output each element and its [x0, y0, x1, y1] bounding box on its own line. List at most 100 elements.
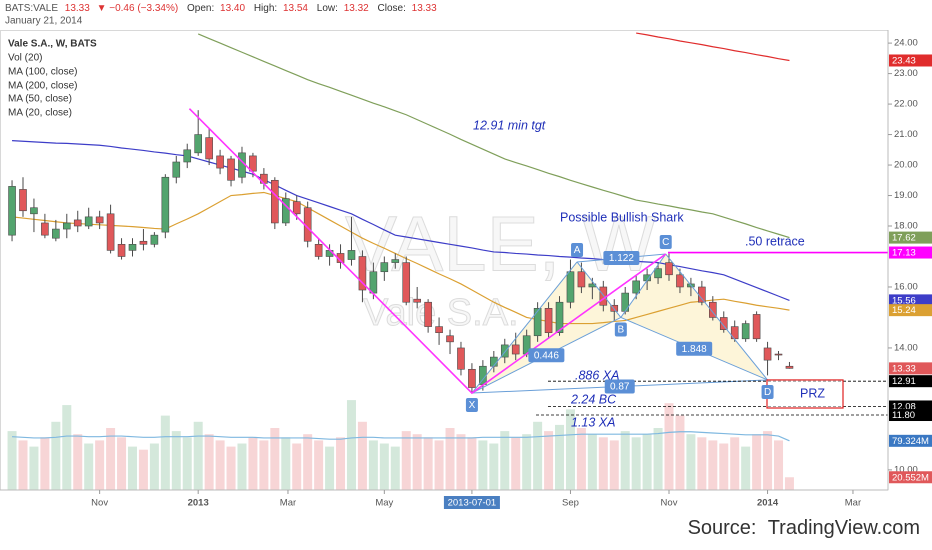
pattern-leg — [665, 253, 768, 381]
candle-body — [95, 216, 104, 224]
y-tick-label: 16.00 — [894, 281, 918, 292]
volume-bar — [511, 437, 521, 490]
trend-line — [188, 108, 667, 395]
candle-body — [533, 308, 542, 337]
pattern-point-label-box — [614, 322, 627, 337]
volume-ma-line — [12, 431, 790, 442]
symbol: BATS:VALE — [5, 3, 58, 14]
candle-body — [30, 207, 38, 215]
level-value: 12.08 — [892, 401, 916, 412]
volume-bar — [565, 409, 575, 490]
pattern-ratio-label: 1.848 — [682, 344, 707, 355]
pattern-point-label: D — [764, 387, 771, 398]
plot: VALE, W Vale S.A. — [7, 32, 888, 490]
volume-bar — [423, 437, 433, 490]
candle-body — [117, 244, 126, 257]
legend-entry: MA (200, close) — [8, 81, 77, 92]
volume-bar — [346, 400, 356, 490]
candle-body — [41, 222, 49, 236]
ma-line — [197, 33, 790, 239]
footer-site: TradingView.com — [768, 517, 920, 539]
x-tick-label: Nov — [91, 498, 108, 509]
volume-bar — [29, 446, 39, 490]
candle-body — [172, 161, 181, 178]
volume-bar — [7, 431, 17, 490]
volume-bar — [281, 437, 291, 490]
candle-body — [446, 335, 454, 343]
volume-bar — [248, 437, 258, 490]
candle-body — [347, 250, 356, 260]
level-value-box — [889, 375, 932, 388]
candle-body — [292, 201, 301, 215]
level-value: 17.13 — [892, 248, 916, 259]
candle-body — [424, 301, 432, 327]
volume-bar — [357, 421, 367, 490]
candle-body — [610, 304, 619, 312]
candle-body — [752, 314, 761, 340]
volume-bar — [303, 434, 313, 490]
candle-body — [194, 134, 202, 154]
candle-body — [402, 262, 411, 303]
candle-body — [128, 244, 137, 251]
volume-bar — [379, 443, 389, 490]
candle-body — [314, 244, 323, 257]
field-value: 13.33 — [412, 3, 437, 14]
y-tick-label: 23.00 — [894, 68, 918, 79]
legend-entry: Vol (20) — [8, 53, 42, 64]
footer: Source: TradingView.com — [688, 517, 920, 539]
volume-bar — [752, 434, 762, 490]
candle-body — [62, 222, 71, 230]
level-text: .886 XA — [575, 368, 619, 382]
footer-label: Source: — [688, 517, 757, 539]
volume-bar — [270, 428, 280, 490]
field-name: Close: — [378, 3, 406, 14]
y-tick-label: 24.00 — [894, 38, 918, 49]
y-tick-label: 19.00 — [894, 190, 918, 201]
candle-body — [709, 301, 717, 318]
volume-bar — [489, 443, 499, 490]
volume-bar — [763, 431, 773, 490]
volume-bar — [182, 437, 192, 490]
volume-bar — [401, 431, 411, 490]
volume-bar — [664, 403, 674, 490]
ma-last-value: 17.62 — [892, 233, 916, 244]
y-tick-label: 21.00 — [894, 129, 918, 140]
x-tick-label: Nov — [661, 498, 678, 509]
volume-bar — [434, 440, 444, 490]
candle-body — [544, 308, 553, 334]
volume-bar — [631, 437, 641, 490]
volume-bar — [642, 434, 652, 490]
ma-last-value: 15.56 — [892, 295, 916, 306]
candle-body — [555, 301, 564, 334]
legend-entry: MA (100, close) — [8, 67, 77, 78]
level-value-box — [889, 246, 932, 259]
volume-bar — [18, 440, 28, 490]
candle-body — [358, 256, 367, 291]
volume-bar — [675, 415, 685, 490]
x-tick-label: 2013 — [188, 498, 209, 509]
x-tick-label: 2013-07-01 — [448, 498, 497, 509]
candle-body — [52, 228, 60, 239]
volume-bar — [533, 421, 543, 490]
y-tick-label: 22.00 — [894, 99, 918, 110]
volume-bar — [730, 437, 740, 490]
ma-last-value-box — [889, 231, 932, 244]
volume-bar — [456, 434, 466, 490]
candle-body — [490, 356, 498, 367]
change: ▼ −0.46 (−3.34%) — [97, 3, 179, 14]
volume-ma-last-box — [889, 434, 932, 447]
candle-body — [457, 347, 465, 370]
volume-bar — [620, 431, 630, 490]
legend-entry: MA (20, close) — [8, 108, 72, 119]
field-name: Open: — [187, 3, 214, 14]
overlay: Vale S.A., W, BATS Vol (20) MA (100, clo… — [8, 39, 844, 429]
candle-body — [84, 216, 93, 227]
volume-bar — [555, 424, 565, 490]
volume-bar — [390, 446, 400, 490]
last-price-box — [889, 362, 932, 375]
level-text: .50 retrace — [745, 234, 805, 248]
pattern-ratio-label-box — [528, 348, 565, 363]
x-tick-label: Mar — [845, 498, 861, 509]
volume-bar — [598, 437, 608, 490]
